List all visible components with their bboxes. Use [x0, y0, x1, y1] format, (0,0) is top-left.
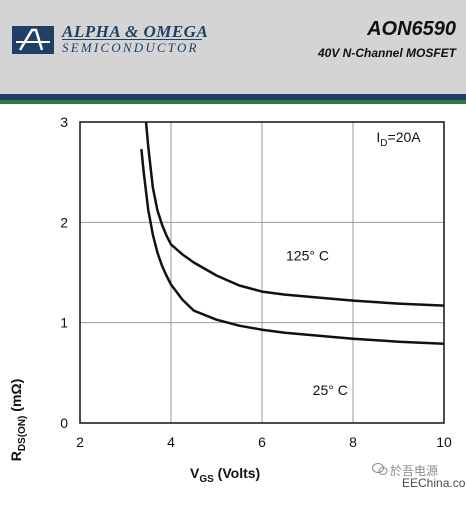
- y-tick-label: 1: [60, 315, 68, 331]
- watermark-cn-text: 於吾电源: [390, 464, 439, 478]
- y-tick-label: 0: [60, 415, 68, 431]
- alpha-omega-logo-icon: [12, 26, 54, 54]
- series-label-25c: 25° C: [313, 382, 348, 398]
- brand-subtitle: SEMICONDUCTOR: [62, 40, 199, 55]
- y-tick-label: 2: [60, 214, 68, 230]
- series-line-125c: [144, 121, 445, 307]
- series-labels: 125° C 25° C ID=20A: [286, 129, 421, 398]
- y-tick-label: 3: [60, 114, 68, 130]
- x-tick-label: 8: [349, 434, 357, 450]
- series-label-125c: 125° C: [286, 247, 329, 263]
- datasheet-header: [0, 0, 466, 94]
- brand-divider: [62, 39, 202, 40]
- header-stripe-navy: [0, 94, 466, 100]
- plot-frame: [79, 121, 445, 424]
- series-lines: [140, 121, 445, 345]
- rdson-vs-vgs-chart: 2 4 6 8 10 0 1 2 3 125° C 25° C ID=20A: [60, 114, 452, 450]
- part-description: 40V N-Channel MOSFET: [317, 46, 456, 60]
- x-tick-label: 6: [258, 434, 266, 450]
- wechat-icon: [372, 463, 388, 475]
- series-line-25c: [140, 148, 445, 345]
- x-tick-label: 10: [436, 434, 452, 450]
- part-number: AON6590: [367, 18, 456, 40]
- x-axis-label: VGS (Volts): [190, 465, 261, 485]
- x-tick-label: 2: [76, 434, 84, 450]
- watermark-site: EEChina.com: [402, 476, 466, 490]
- current-annotation: ID=20A: [376, 129, 421, 149]
- brand-name: ALPHA & OMEGA: [62, 22, 209, 41]
- header-stripe-green: [0, 100, 466, 104]
- grid-lines: [80, 122, 444, 423]
- tick-labels: 2 4 6 8 10 0 1 2 3: [60, 114, 452, 450]
- x-tick-label: 4: [167, 434, 175, 450]
- y-axis-label: RDS(ON) (mΩ): [8, 378, 28, 462]
